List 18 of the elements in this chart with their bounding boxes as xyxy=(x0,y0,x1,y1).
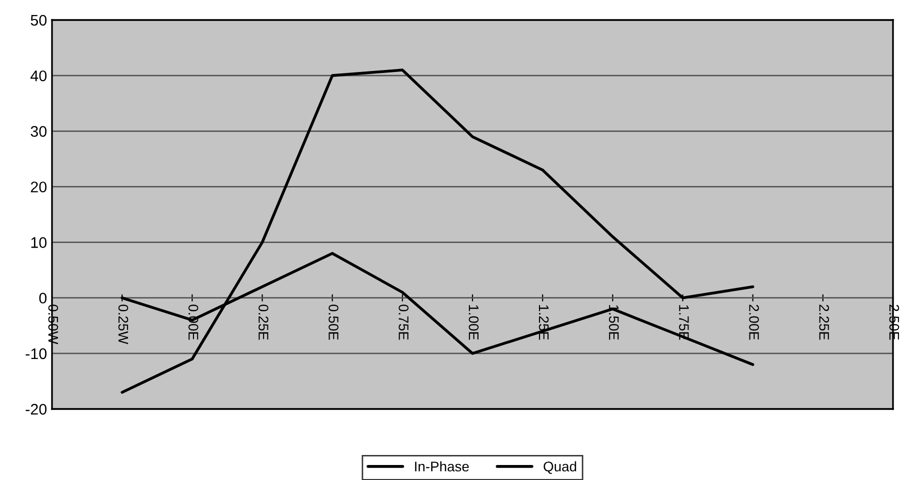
y-tick-label: 30 xyxy=(30,126,47,137)
x-tick-label: 0.00E xyxy=(188,304,198,340)
legend-label: Quad xyxy=(544,461,576,474)
x-tick-label: 0.75E xyxy=(398,304,409,340)
y-tick-label: 0 xyxy=(39,292,47,304)
x-tick-label: 2.25E xyxy=(819,304,830,340)
y-tick-label: 40 xyxy=(30,70,47,82)
x-tick-label: 0.50E xyxy=(328,304,338,340)
x-tick-label: 1.00E xyxy=(468,305,479,340)
y-tick-label: -10 xyxy=(26,348,47,360)
x-tick-label: 0.25E xyxy=(258,304,268,340)
y-tick-label: -20 xyxy=(26,404,47,415)
y-tick-label: 50 xyxy=(30,14,47,26)
legend-label: In-Phase xyxy=(415,461,469,472)
x-tick-label: 0.25W xyxy=(118,304,128,344)
x-tick-label: 2.00E xyxy=(749,304,759,340)
y-tick-label: 20 xyxy=(30,182,47,192)
y-tick-label: 10 xyxy=(31,237,47,248)
